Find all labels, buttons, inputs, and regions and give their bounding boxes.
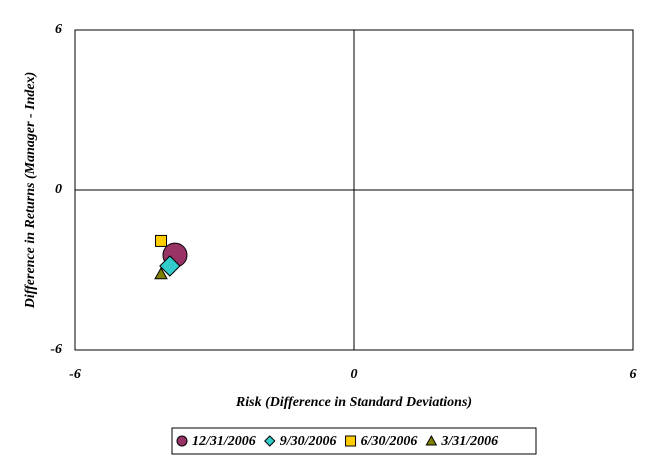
y-tick-label: 6 [55,22,62,37]
marker [154,266,168,280]
legend-label: 12/31/2006 [192,434,256,449]
legend-marker [345,435,357,447]
marker [155,234,168,247]
legend-label: 3/31/2006 [440,434,498,449]
legend-marker [425,434,438,446]
y-axis-title: Difference in Returns (Manager - Index) [23,72,38,310]
x-axis-title: Risk (Difference in Standard Deviations) [235,395,472,410]
x-tick-label: 6 [630,367,637,382]
y-tick-label: -6 [50,342,62,357]
x-tick-label: 0 [351,367,358,382]
y-tick-label: 0 [55,182,62,197]
legend-marker [264,435,276,447]
legend-label: 6/30/2006 [361,434,418,449]
x-tick-label: -6 [69,367,81,382]
legend-label: 9/30/2006 [280,434,337,449]
marker [159,255,181,277]
legend-marker [176,435,188,447]
